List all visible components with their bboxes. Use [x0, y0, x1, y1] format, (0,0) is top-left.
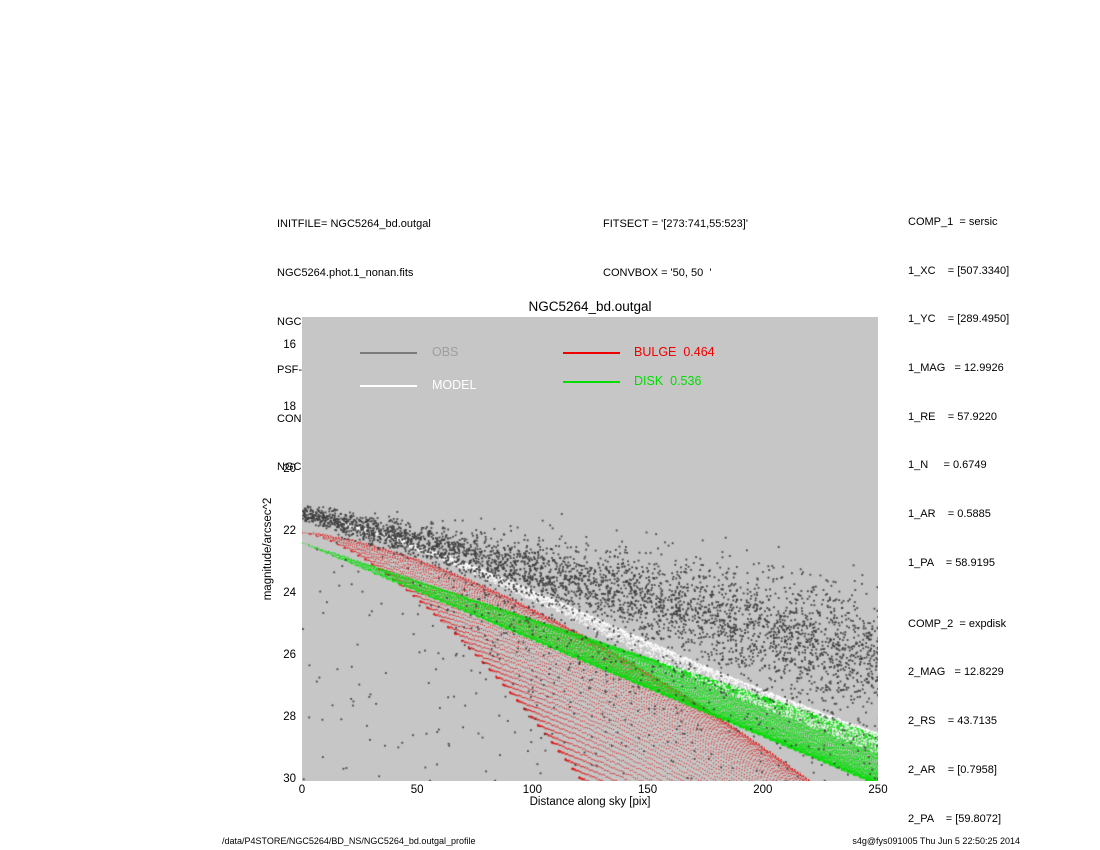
x-tick-label: 0 — [298, 784, 306, 796]
fit-param-line: COMP_2 = expdisk — [908, 617, 1007, 630]
scatter-canvas — [302, 317, 878, 781]
y-tick-label: 24 — [283, 587, 296, 599]
fit-parameters-block: COMP_1 = sersic 1_XC = [507.3340] 1_YC =… — [908, 192, 1009, 850]
x-tick-label: 200 — [753, 784, 773, 796]
y-tick-label: 16 — [283, 339, 296, 351]
legend-bulge-line — [563, 352, 620, 354]
legend-bulge-label: BULGE 0.464 — [634, 345, 715, 359]
y-tick-label: 28 — [283, 711, 296, 723]
fit-param-line: 2_PA = [59.8072] — [908, 812, 1002, 825]
legend-obs-label: OBS — [432, 345, 459, 359]
annotation-line: CONVBOX = '50, 50 ' — [603, 267, 712, 280]
footer-timestamp: s4g@fys091005 Thu Jun 5 22:50:25 2014 — [852, 836, 1020, 846]
x-tick-label: 250 — [868, 784, 888, 796]
annotation-line: INITFILE= NGC5264_bd.outgal — [277, 218, 431, 231]
annotation-line: NGC5264.phot.1_nonan.fits — [277, 267, 414, 280]
footer-file-path: /data/P4STORE/NGC5264/BD_NS/NGC5264_bd.o… — [222, 836, 476, 846]
fit-param-line: 1_YC = [289.4950] — [908, 313, 1010, 326]
legend-model-line — [360, 385, 417, 387]
x-axis-title: Distance along sky [pix] — [529, 796, 651, 808]
annotation-line: FITSECT = '[273:741,55:523]' — [603, 218, 748, 231]
fit-param-line: 2_MAG = 12.8229 — [908, 666, 1004, 679]
legend-obs-line — [360, 352, 417, 354]
y-tick-label: 26 — [283, 649, 296, 661]
y-axis-title: magnitude/arcsec^2 — [262, 497, 274, 601]
fit-param-line: 1_AR = 0.5885 — [908, 508, 991, 521]
fit-param-line: 1_XC = [507.3340] — [908, 264, 1010, 277]
fit-param-line: 1_MAG = 12.9926 — [908, 362, 1004, 375]
fit-param-line: 1_N = 0.6749 — [908, 459, 987, 472]
plot-title: NGC5264_bd.outgal — [528, 299, 652, 314]
x-tick-label: 150 — [638, 784, 658, 796]
y-tick-label: 22 — [283, 525, 296, 537]
x-tick-label: 50 — [410, 784, 424, 796]
legend-model-label: MODEL — [432, 378, 477, 392]
y-tick-label: 30 — [283, 773, 296, 785]
legend-disk-label: DISK 0.536 — [634, 374, 702, 388]
x-tick-label: 100 — [522, 784, 542, 796]
plot-area: OBS MODEL BULGE 0.464 DISK 0.536 — [302, 317, 878, 781]
fit-param-line: 2_AR = [0.7958] — [908, 763, 997, 776]
fit-param-line: 1_PA = 58.9195 — [908, 556, 995, 569]
y-tick-label: 20 — [283, 463, 296, 475]
legend-disk-line — [563, 381, 620, 383]
fit-param-line: 2_RS = 43.7135 — [908, 715, 997, 728]
fit-param-line: COMP_1 = sersic — [908, 216, 998, 228]
y-tick-label: 18 — [283, 401, 296, 413]
fit-param-line: 1_RE = 57.9220 — [908, 410, 997, 423]
